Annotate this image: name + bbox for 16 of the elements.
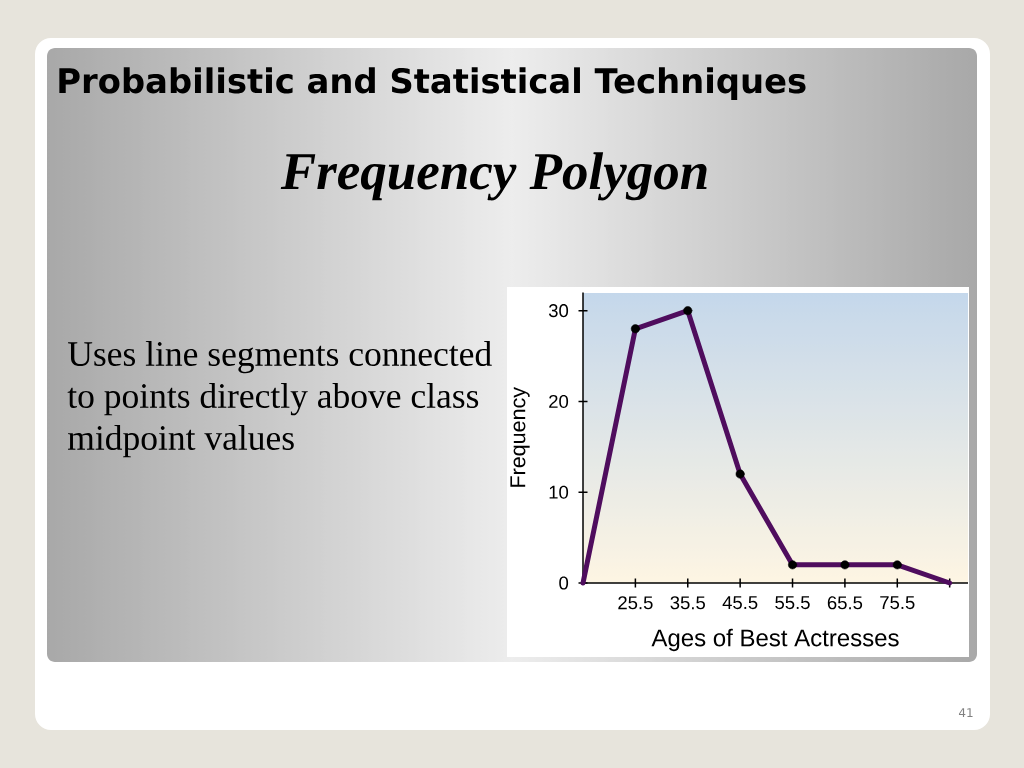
- y-axis-title: Frequency: [510, 387, 530, 487]
- x-tick-label: 45.5: [722, 596, 758, 610]
- x-tick-label: 35.5: [670, 596, 705, 610]
- chart-title: Probabilistic and Statistical Techniques: [59, 67, 806, 101]
- text: 41: [958, 708, 973, 717]
- chart-subtitle: Frequency Polygon: [280, 152, 707, 201]
- y-tick-label: 0: [559, 576, 569, 590]
- y-tick-label: 20: [549, 394, 569, 408]
- y-tick-label: 30: [548, 304, 569, 318]
- x-tick-label: 75.5: [880, 596, 915, 610]
- x-axis-title: Ages of Best Actresses: [651, 628, 899, 652]
- text: Uses line segments connected to points directly above class midpoint values: [67, 340, 492, 458]
- x-tick-label: 55.5: [775, 596, 810, 610]
- x-tick-label: 65.5: [827, 596, 863, 610]
- y-tick-label: 10: [549, 485, 569, 499]
- x-tick-label: 25.5: [618, 596, 653, 610]
